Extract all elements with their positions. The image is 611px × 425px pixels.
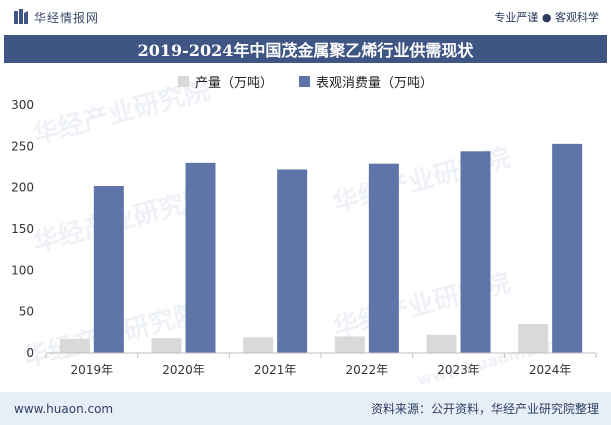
- y-tick-label: 50: [19, 305, 34, 319]
- top-bar: 华经情报网 专业严谨 ● 客观科学: [0, 0, 611, 34]
- y-tick-label: 0: [26, 346, 34, 360]
- x-tick-label: 2021年: [254, 363, 297, 377]
- brand-logo-icon: [14, 9, 28, 24]
- x-tick-label: 2019年: [71, 363, 114, 377]
- bar-consumption: [552, 143, 583, 353]
- chart-title: 2019-2024年中国茂金属聚乙烯行业供需现状: [137, 41, 474, 60]
- bar-consumption: [460, 151, 491, 353]
- bar-production: [334, 336, 365, 353]
- bar-consumption: [277, 169, 308, 353]
- y-tick-label: 250: [11, 139, 34, 153]
- y-axis: 0 50 100 150 200 250 300: [11, 98, 34, 360]
- x-tick-label: 2020年: [162, 363, 205, 377]
- y-tick-label: 300: [11, 98, 34, 112]
- footer-url[interactable]: www.huaon.com: [14, 401, 114, 416]
- legend-item-consumption: 表观消费量（万吨）: [299, 72, 433, 91]
- legend-label-consumption: 表观消费量（万吨）: [316, 76, 434, 91]
- bars: [59, 143, 583, 353]
- bar-production: [243, 337, 274, 353]
- x-tick-label: 2024年: [529, 363, 572, 377]
- brand-name: 华经情报网: [34, 10, 100, 25]
- bar-consumption: [93, 186, 124, 353]
- legend-swatch-production: [177, 76, 189, 87]
- x-tick-label: 2023年: [437, 363, 480, 377]
- bar-production: [518, 324, 549, 353]
- y-tick-label: 200: [11, 181, 34, 195]
- bar-consumption: [185, 162, 216, 353]
- legend-label-production: 产量（万吨）: [194, 76, 273, 91]
- legend-swatch-consumption: [299, 76, 310, 87]
- legend-item-production: 产量（万吨）: [177, 72, 273, 91]
- x-tick-label: 2022年: [346, 363, 389, 377]
- bar-production: [59, 338, 90, 353]
- bar-consumption: [368, 163, 399, 353]
- x-axis: 2019年 2020年 2021年 2022年 2023年 2024年: [45, 352, 597, 377]
- slogan: 专业严谨 ● 客观科学: [494, 11, 599, 24]
- y-tick-label: 100: [11, 263, 34, 277]
- chart-title-bar: 2019-2024年中国茂金属聚乙烯行业供需现状: [4, 35, 607, 63]
- bar-production: [426, 334, 457, 353]
- y-tick-label: 150: [11, 222, 34, 236]
- chart-legend: 产量（万吨） 表观消费量（万吨）: [0, 72, 611, 91]
- footer-source: 资料来源：公开资料，华经产业研究院整理: [370, 402, 599, 416]
- footer: www.huaon.com 资料来源：公开资料，华经产业研究院整理: [0, 392, 611, 425]
- brand: 华经情报网: [14, 9, 99, 26]
- bar-production: [151, 338, 182, 353]
